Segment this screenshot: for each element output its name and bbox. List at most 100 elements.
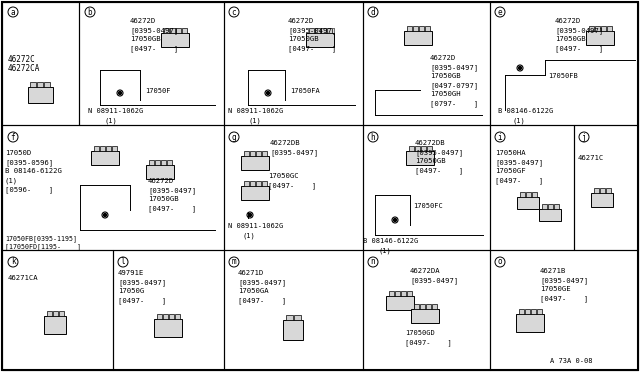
- Text: 46271CA: 46271CA: [8, 275, 38, 281]
- Text: 17050F: 17050F: [145, 88, 170, 94]
- Bar: [406, 291, 412, 296]
- Bar: [182, 28, 186, 33]
- Bar: [168, 314, 173, 319]
- Text: [0497-    ]: [0497- ]: [555, 45, 603, 52]
- Text: 17050GB: 17050GB: [148, 196, 179, 202]
- Text: [0395-0497]: [0395-0497]: [238, 279, 286, 286]
- Circle shape: [248, 214, 252, 217]
- Text: h: h: [371, 132, 375, 141]
- Bar: [37, 82, 43, 87]
- Bar: [91, 151, 119, 165]
- Text: d: d: [371, 7, 375, 16]
- Bar: [321, 28, 326, 33]
- Bar: [363, 250, 490, 370]
- Text: [0497-    ]: [0497- ]: [415, 167, 463, 174]
- Circle shape: [118, 92, 122, 94]
- Bar: [589, 26, 593, 31]
- Bar: [111, 146, 116, 151]
- Text: 17050GA: 17050GA: [238, 288, 269, 294]
- Bar: [490, 2, 638, 125]
- Text: [0497-    ]: [0497- ]: [405, 339, 452, 346]
- Bar: [250, 181, 255, 186]
- Text: [0497-    ]: [0497- ]: [130, 45, 178, 52]
- Bar: [525, 192, 531, 197]
- Bar: [541, 204, 547, 209]
- Text: 17050GF: 17050GF: [495, 168, 525, 174]
- Bar: [170, 28, 175, 33]
- Bar: [154, 319, 182, 337]
- Bar: [243, 181, 248, 186]
- Bar: [44, 82, 50, 87]
- Bar: [113, 250, 224, 370]
- Text: [17050FD[1195-    ]: [17050FD[1195- ]: [5, 243, 81, 250]
- Bar: [531, 309, 536, 314]
- Bar: [607, 26, 611, 31]
- Text: l: l: [121, 257, 125, 266]
- Bar: [431, 304, 436, 309]
- Bar: [539, 209, 561, 221]
- Text: 46271D: 46271D: [238, 270, 264, 276]
- Bar: [326, 28, 332, 33]
- Bar: [593, 188, 598, 193]
- Bar: [386, 296, 414, 310]
- Bar: [426, 304, 431, 309]
- Bar: [406, 26, 412, 31]
- Circle shape: [266, 92, 269, 94]
- Text: k: k: [11, 257, 15, 266]
- Text: B 08146-6122G: B 08146-6122G: [363, 238, 419, 244]
- Bar: [388, 291, 394, 296]
- Text: [0395-0497]: [0395-0497]: [288, 27, 336, 34]
- Bar: [591, 193, 613, 207]
- Text: 17050D: 17050D: [5, 150, 31, 156]
- Bar: [406, 151, 434, 165]
- Text: N 08911-1062G: N 08911-1062G: [228, 223, 284, 229]
- Bar: [306, 33, 334, 47]
- Bar: [518, 309, 524, 314]
- Text: 17050GE: 17050GE: [540, 286, 571, 292]
- Text: [0797-    ]: [0797- ]: [430, 100, 478, 107]
- Bar: [285, 315, 292, 320]
- Text: [0497-0797]: [0497-0797]: [430, 82, 478, 89]
- Text: e: e: [498, 7, 502, 16]
- Bar: [404, 31, 432, 45]
- Text: [0395-0497]: [0395-0497]: [430, 64, 478, 71]
- Text: 46271C: 46271C: [578, 155, 604, 161]
- Bar: [415, 146, 419, 151]
- Text: 46272DA: 46272DA: [410, 268, 440, 274]
- Bar: [44, 316, 66, 334]
- Bar: [243, 151, 248, 156]
- Text: 17050HA: 17050HA: [495, 150, 525, 156]
- Bar: [525, 309, 529, 314]
- Bar: [314, 28, 319, 33]
- Text: A 73A 0-08: A 73A 0-08: [550, 358, 593, 364]
- Bar: [166, 160, 172, 165]
- Bar: [600, 188, 605, 193]
- Bar: [401, 291, 406, 296]
- Text: B 08146-6122G: B 08146-6122G: [5, 168, 62, 174]
- Text: N 08911-1062G: N 08911-1062G: [88, 108, 143, 114]
- Bar: [2, 125, 224, 250]
- Text: 17050FB: 17050FB: [548, 73, 578, 79]
- Circle shape: [104, 214, 106, 217]
- Text: 46272CA: 46272CA: [8, 64, 40, 73]
- Text: [0497-    ]: [0497- ]: [268, 182, 316, 189]
- Bar: [52, 311, 58, 316]
- Bar: [262, 151, 266, 156]
- Text: 17050GB: 17050GB: [430, 73, 461, 79]
- Text: 17050GH: 17050GH: [430, 91, 461, 97]
- Bar: [241, 156, 269, 170]
- Text: [0395-0497]: [0395-0497]: [495, 159, 543, 166]
- Text: 46272DB: 46272DB: [270, 140, 301, 146]
- Text: 46272DB: 46272DB: [415, 140, 445, 146]
- Bar: [255, 181, 260, 186]
- Bar: [520, 192, 525, 197]
- Text: (1): (1): [513, 117, 525, 124]
- Bar: [554, 204, 559, 209]
- Bar: [28, 87, 52, 103]
- Text: 46272C: 46272C: [8, 55, 36, 64]
- Bar: [308, 28, 314, 33]
- Bar: [420, 146, 426, 151]
- Text: i: i: [498, 132, 502, 141]
- Text: [0395-0497]: [0395-0497]: [270, 149, 318, 156]
- Text: 17050GB: 17050GB: [555, 36, 586, 42]
